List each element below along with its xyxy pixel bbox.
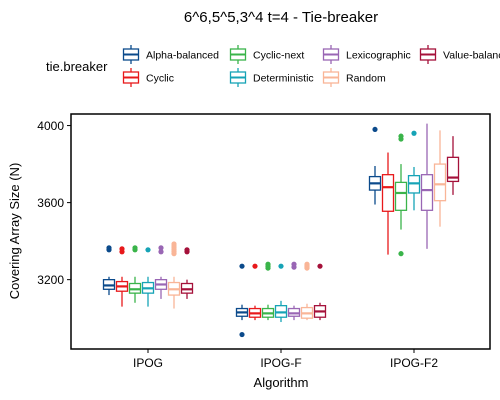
plot-border (70, 113, 491, 350)
legend-label: Random (346, 73, 386, 85)
legend-label: Lexicographic (346, 50, 411, 62)
chart-title: 6^6,5^5,3^4 t=4 - Tie-breaker (184, 9, 378, 26)
box-body (446, 156, 460, 183)
outlier-point (291, 261, 297, 267)
outlier-point (171, 241, 177, 247)
outlier-point (252, 263, 258, 269)
outlier-point (398, 251, 404, 257)
legend-item-cyclic: Cyclic (122, 68, 174, 87)
box-random-ipog (167, 241, 181, 309)
outlier-point (132, 245, 138, 251)
legend-label: Deterministic (253, 73, 314, 85)
y-tick-label: 4000 (37, 119, 64, 133)
outlier-point (158, 249, 164, 255)
box-deterministic-ipog-f2 (407, 130, 421, 211)
box-cyclic-ipog-f (248, 263, 262, 321)
box-alpha-balanced-ipog-f (235, 263, 249, 338)
box-cyclic-next-ipog (128, 245, 142, 303)
legend-label: Cyclic (146, 73, 174, 85)
box-random-ipog-f (300, 261, 314, 321)
box-deterministic-ipog (141, 247, 155, 307)
legend-item-cyclic-next: Cyclic-next (229, 45, 304, 64)
outlier-point (239, 263, 245, 269)
box-value-balance-ipog (180, 247, 194, 299)
x-tick-label: IPOG (133, 356, 163, 370)
boxplots (102, 123, 460, 338)
box-cyclic-ipog-f2 (381, 152, 395, 255)
box-lexicographic-ipog (154, 245, 168, 299)
box-cyclic-ipog (115, 246, 129, 307)
box-body (433, 163, 447, 202)
y-axis: 3200 3600 4000 (37, 119, 71, 287)
y-tick-label: 3200 (37, 273, 64, 287)
box-alpha-balanced-ipog-f2 (368, 126, 382, 205)
box-cyclic-next-ipog-f2 (394, 133, 408, 257)
box-cyclic-next-ipog-f (261, 261, 275, 321)
legend-item-random: Random (322, 68, 386, 87)
legend-label: Alpha-balanced (146, 50, 219, 62)
legend-title: tie.breaker (46, 59, 108, 74)
box-body (381, 174, 395, 212)
outlier-point (158, 245, 164, 251)
legend-item-value-balance: Value-balance (419, 45, 500, 64)
box-body (394, 181, 408, 211)
outlier-point (239, 331, 245, 338)
y-tick-label: 3600 (37, 196, 64, 210)
legend: Alpha-balanced Cyclic-next Lexicographic Va… (122, 45, 500, 87)
outlier-point (411, 130, 417, 136)
box-random-ipog-f2 (433, 130, 447, 227)
box-deterministic-ipog-f (274, 263, 288, 323)
outlier-point (278, 263, 284, 269)
x-axis-title: Algorithm (254, 375, 309, 390)
box-lexicographic-ipog-f (287, 261, 301, 321)
outlier-point (106, 245, 112, 251)
box-lexicographic-ipog-f2 (420, 123, 434, 249)
outlier-point (119, 246, 125, 252)
outlier-point (265, 261, 271, 267)
box-value-balance-ipog-f2 (446, 136, 460, 195)
x-tick-label: IPOG-F (260, 356, 301, 370)
outlier-point (184, 247, 190, 253)
legend-item-alpha-balanced: Alpha-balanced (122, 45, 219, 64)
x-axis: IPOG IPOG-F IPOG-F2 (133, 349, 438, 370)
x-tick-label: IPOG-F2 (390, 356, 438, 370)
y-axis-title: Covering Array Size (N) (7, 163, 22, 300)
legend-item-deterministic: Deterministic (229, 68, 314, 87)
legend-label: Cyclic-next (253, 50, 304, 62)
outlier-point (317, 263, 323, 269)
outlier-point (304, 261, 310, 267)
legend-label: Value-balance (443, 50, 500, 62)
outlier-point (145, 247, 151, 253)
box-value-balance-ipog-f (313, 263, 327, 321)
box-alpha-balanced-ipog (102, 245, 116, 296)
box-body (420, 174, 434, 211)
legend-item-lexicographic: Lexicographic (322, 45, 411, 64)
outlier-point (398, 133, 404, 139)
outlier-point (372, 126, 378, 133)
